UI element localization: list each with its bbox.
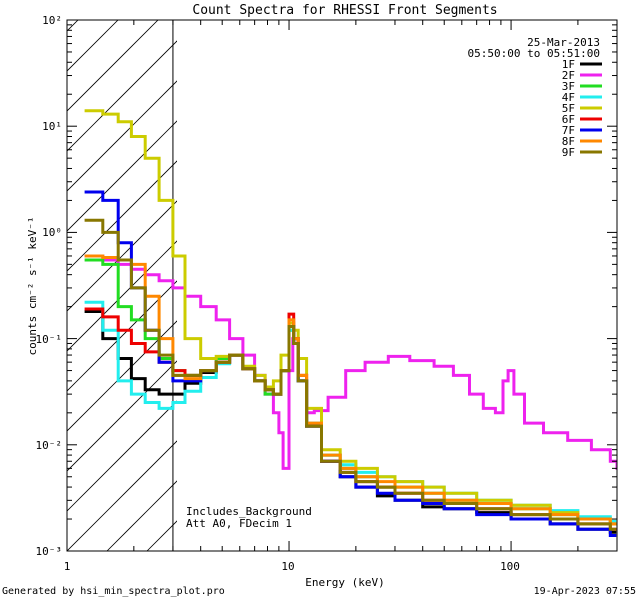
footer-generator: Generated by hsi_min_spectra_plot.pro bbox=[2, 586, 225, 597]
legend-label-7F: 7F bbox=[562, 124, 575, 137]
x-tick-label-100: 100 bbox=[500, 560, 520, 573]
chart-title: Count Spectra for RHESSI Front Segments bbox=[192, 3, 497, 18]
x-tick-label-1: 1 bbox=[64, 560, 71, 573]
series-layer bbox=[84, 109, 617, 537]
axis-ticks bbox=[66, 19, 618, 552]
hatch-line bbox=[67, 240, 177, 352]
y-tick-label-1e-2: 10⁻² bbox=[36, 439, 63, 452]
plot-frame bbox=[66, 19, 618, 552]
hatch-line bbox=[67, 360, 177, 472]
y-tick-label-1e-3: 10⁻³ bbox=[36, 545, 63, 558]
attenuator-annotation: Att A0, FDecim 1 bbox=[186, 517, 292, 530]
y-tick-label-1e2: 10² bbox=[42, 14, 62, 27]
date-label: 25-Mar-2013 bbox=[527, 36, 600, 49]
legend-label-8F: 8F bbox=[562, 135, 575, 148]
excluded-energy-hatch bbox=[67, 20, 177, 551]
legend-label-6F: 6F bbox=[562, 113, 575, 126]
time-range-label: 05:50:00 to 05:51:00 bbox=[468, 47, 600, 60]
hatch-line bbox=[67, 440, 177, 551]
series-line-9F bbox=[84, 218, 617, 531]
hatch-line bbox=[67, 80, 177, 192]
y-tick-label-1e-1: 10⁻¹ bbox=[36, 333, 63, 346]
y-axis-label: counts cm⁻² s⁻¹ keV⁻¹ bbox=[26, 216, 39, 355]
x-axis-label: Energy (keV) bbox=[305, 576, 384, 589]
legend-label-3F: 3F bbox=[562, 80, 575, 93]
legend-label-9F: 9F bbox=[562, 146, 575, 159]
hatch-line bbox=[67, 400, 177, 512]
x-tick-label-10: 10 bbox=[281, 560, 294, 573]
footer-timestamp: 19-Apr-2023 07:55 bbox=[534, 586, 636, 597]
hatch-line bbox=[67, 200, 177, 312]
background-annotation: Includes_Background bbox=[186, 505, 312, 518]
hatch-line bbox=[67, 20, 159, 112]
hatch-line bbox=[67, 40, 177, 152]
legend-label-4F: 4F bbox=[562, 91, 575, 104]
legend-label-5F: 5F bbox=[562, 102, 575, 115]
y-tick-label-1e0: 10⁰ bbox=[42, 226, 62, 239]
legend-label-2F: 2F bbox=[562, 69, 575, 82]
legend-label-1F: 1F bbox=[562, 58, 575, 71]
y-tick-label-1e1: 10¹ bbox=[42, 120, 62, 133]
